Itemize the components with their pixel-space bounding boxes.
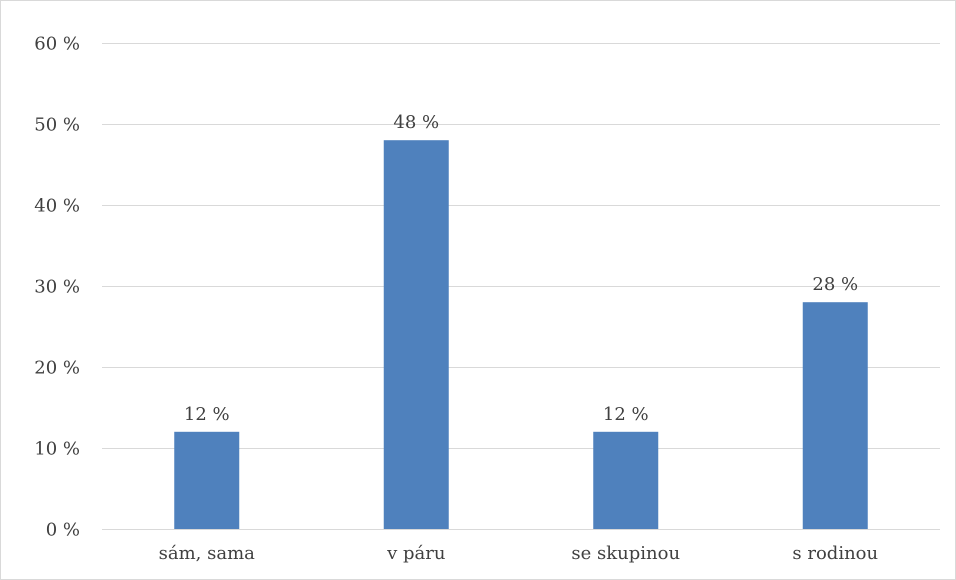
- y-tick-label: 20 %: [34, 358, 80, 379]
- y-tick-label: 50 %: [34, 115, 80, 136]
- data-label: 12 %: [603, 404, 649, 425]
- bar: [174, 431, 240, 529]
- y-tick-label: 0 %: [46, 520, 80, 541]
- data-labels: 12 % 48 % 12 % 28 %: [184, 112, 858, 425]
- bars: [174, 140, 868, 529]
- y-tick-label: 30 %: [34, 277, 80, 298]
- y-tick-label: 10 %: [34, 439, 80, 460]
- data-label: 28 %: [812, 274, 858, 295]
- bar: [593, 431, 659, 529]
- x-tick-label: se skupinou: [571, 543, 680, 564]
- x-axis-ticks: sám, sama v páru se skupinou s rodinou: [159, 543, 878, 564]
- y-tick-label: 60 %: [34, 34, 80, 55]
- data-label: 12 %: [184, 404, 230, 425]
- x-tick-label: s rodinou: [792, 543, 878, 564]
- x-tick-label: v páru: [386, 543, 445, 564]
- data-label: 48 %: [393, 112, 439, 133]
- bar: [802, 302, 868, 529]
- y-axis-ticks: 0 % 10 % 20 % 30 % 40 % 50 % 60 %: [34, 34, 80, 541]
- bar: [383, 140, 449, 529]
- gridlines: [102, 43, 940, 530]
- x-tick-label: sám, sama: [159, 543, 256, 564]
- y-tick-label: 40 %: [34, 196, 80, 217]
